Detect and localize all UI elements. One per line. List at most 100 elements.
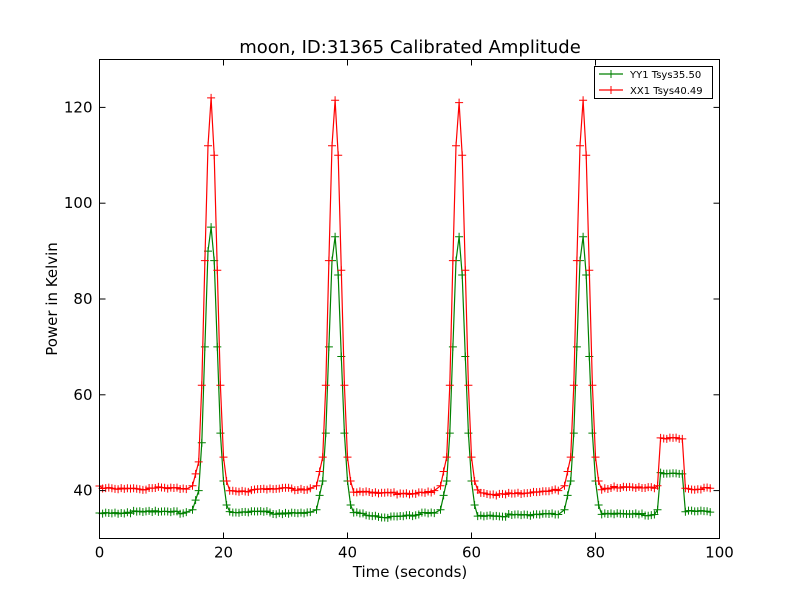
series-0 (95, 223, 715, 522)
data-point-marker (678, 434, 687, 443)
legend: YY1 Tsys35.50 XX1 Tsys40.49 (594, 66, 713, 99)
data-point-marker (346, 477, 355, 486)
chart-title: moon, ID:31365 Calibrated Amplitude (239, 37, 581, 58)
x-tick-label: 20 (214, 544, 233, 562)
data-point-marker (706, 508, 715, 517)
data-point-marker (188, 481, 197, 490)
data-point-marker (448, 256, 457, 265)
data-point-marker (653, 505, 662, 514)
x-tick-label: 0 (95, 544, 105, 562)
data-point-marker (470, 500, 479, 509)
data-point-marker (436, 505, 445, 514)
legend-entry-xx1: XX1 Tsys40.49 (599, 86, 703, 97)
data-point-marker (204, 141, 212, 150)
data-point-marker (216, 381, 225, 390)
data-point-marker (318, 477, 327, 486)
data-point-marker (442, 453, 451, 462)
data-point-marker (650, 510, 659, 519)
data-point-marker (467, 453, 476, 462)
data-point-marker (315, 467, 324, 476)
data-point-marker (324, 256, 333, 265)
data-point-marker (331, 96, 340, 105)
data-point-marker (452, 141, 460, 150)
data-point-marker (436, 481, 445, 490)
data-point-marker (222, 477, 231, 486)
data-point-marker (343, 453, 352, 462)
data-point-marker (222, 500, 231, 509)
data-point-marker (194, 457, 203, 466)
legend-label-yy1: YY1 Tsys35.50 (629, 70, 701, 81)
data-point-marker (461, 266, 470, 275)
legend-label-xx1: XX1 Tsys40.49 (630, 86, 703, 97)
data-point-marker (312, 505, 321, 514)
x-tick-label: 80 (586, 544, 605, 562)
data-point-marker (346, 500, 355, 509)
data-point-marker (439, 491, 448, 500)
data-point-marker (563, 467, 572, 476)
data-point-marker (430, 509, 439, 518)
data-point-marker (588, 381, 597, 390)
x-tick-label: 100 (705, 544, 734, 562)
data-point-marker (706, 484, 715, 493)
y-tick-label: 80 (73, 290, 92, 308)
y-tick-label: 40 (73, 482, 92, 500)
data-point-marker (653, 481, 662, 490)
data-point-marker (470, 477, 479, 486)
data-point-marker (210, 151, 219, 160)
data-point-marker (560, 481, 569, 490)
axis-ticks: 0 20 40 60 80 100 40 60 80 100 120 (64, 59, 734, 562)
y-tick-label: 120 (64, 98, 93, 116)
data-point-marker (563, 491, 572, 500)
data-point-marker (213, 266, 222, 275)
data-point-marker (439, 467, 448, 476)
data-point-marker (312, 481, 321, 490)
data-point-marker (306, 508, 315, 517)
data-point-marker (464, 381, 473, 390)
y-tick-label: 100 (64, 194, 93, 212)
x-axis-label: Time (seconds) (352, 563, 468, 581)
data-point-marker (566, 477, 575, 486)
legend-box (594, 66, 713, 99)
data-point-marker (458, 151, 467, 160)
data-point-marker (566, 453, 575, 462)
data-point-marker (207, 223, 216, 232)
y-axis-label: Power in Kelvin (43, 242, 61, 356)
legend-entry-yy1: YY1 Tsys35.50 (599, 70, 701, 81)
y-tick-label: 60 (73, 386, 92, 404)
data-point-marker (321, 381, 330, 390)
plot-series (95, 93, 715, 522)
data-point-marker (579, 96, 588, 105)
data-point-marker (455, 98, 464, 107)
series-1 (95, 93, 715, 500)
data-point-marker (582, 151, 591, 160)
data-point-marker (182, 508, 191, 517)
x-tick-label: 40 (338, 544, 357, 562)
data-point-marker (554, 486, 563, 495)
data-point-marker (337, 266, 346, 275)
data-point-marker (572, 256, 581, 265)
data-point-marker (591, 453, 600, 462)
data-point-marker (200, 256, 209, 265)
data-point-marker (318, 453, 327, 462)
data-point-marker (328, 141, 336, 150)
data-point-marker (445, 381, 454, 390)
data-point-marker (334, 151, 343, 160)
data-point-marker (594, 477, 603, 486)
data-point-marker (455, 232, 464, 241)
legend-marker-xx1 (607, 86, 615, 94)
data-point-marker (207, 93, 216, 102)
data-point-marker (576, 141, 584, 150)
data-point-marker (191, 496, 200, 505)
data-point-marker (219, 453, 228, 462)
data-point-marker (340, 381, 349, 390)
data-point-marker (430, 486, 439, 495)
data-point-marker (197, 381, 206, 390)
data-point-marker (579, 232, 588, 241)
data-point-marker (585, 266, 594, 275)
data-point-marker (554, 510, 563, 519)
data-point-marker (188, 505, 197, 514)
data-point-marker (442, 477, 451, 486)
data-point-marker (194, 486, 203, 495)
